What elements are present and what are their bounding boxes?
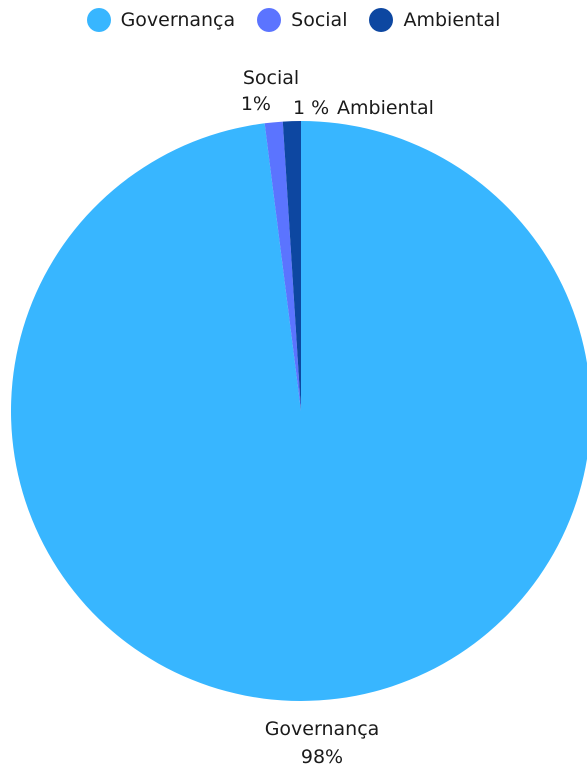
pie-labels: Social 1% 1 % Ambiental Governança 98% [241, 67, 434, 768]
legend-swatch-ambiental [369, 8, 394, 32]
legend-label-social: Social [291, 9, 348, 31]
legend-swatch-governanca [86, 8, 111, 32]
slice-ambiental[interactable] [282, 121, 301, 411]
slice-label-social-category: Social [243, 67, 299, 89]
slice-label-social-value: 1% [241, 93, 271, 115]
legend-item-ambiental[interactable]: Ambiental [369, 8, 500, 32]
slice-label-governanca-category: Governança [265, 718, 380, 740]
legend-swatch-social [257, 8, 282, 32]
legend-item-social[interactable]: Social [257, 8, 347, 32]
slice-label-ambiental-value: 1 % [293, 97, 329, 119]
legend: Governança Social Ambiental [0, 8, 587, 32]
legend-label-governanca: Governança [120, 9, 236, 31]
legend-label-ambiental: Ambiental [403, 9, 501, 31]
slice-label-governanca-value: 98% [301, 746, 343, 766]
pie-slices [11, 121, 587, 701]
slice-social[interactable] [264, 121, 301, 411]
slice-label-ambiental-category: Ambiental [337, 97, 434, 119]
slice-governanca[interactable] [11, 121, 587, 701]
legend-item-governanca[interactable]: Governança [86, 8, 236, 32]
